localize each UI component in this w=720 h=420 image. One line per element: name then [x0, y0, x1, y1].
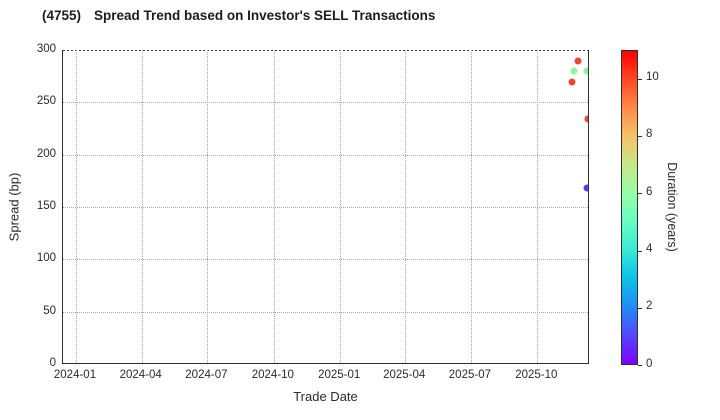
colorbar-tick-label: 8: [646, 128, 653, 141]
y-grid-line: [63, 311, 588, 313]
y-grid-line: [63, 207, 588, 208]
y-grid-line: [63, 102, 588, 104]
colorbar-tick-label: 6: [646, 185, 653, 198]
plot-area: [62, 50, 589, 364]
colorbar-tick: [638, 365, 642, 366]
x-tick-label: 2024-01: [53, 369, 97, 381]
x-tick-label: 2024-04: [119, 369, 162, 381]
colorbar: [621, 50, 638, 365]
colorbar-label: Duration (years): [665, 162, 679, 252]
y-tick-label: 50: [43, 304, 56, 317]
scatter-point: [568, 78, 576, 86]
chart-title-text: Spread Trend based on Investor's SELL Tr…: [94, 8, 436, 23]
x-grid-line: [207, 50, 209, 363]
colorbar-tick: [638, 135, 642, 137]
scatter-point: [584, 115, 588, 123]
x-grid-line: [340, 50, 342, 363]
chart-title: (4755) Spread Trend based on Investor's S…: [42, 8, 435, 23]
colorbar-tick-label: 10: [646, 71, 659, 84]
y-tick-label: 150: [36, 200, 56, 212]
ticker-code: (4755): [42, 8, 82, 23]
colorbar-tick: [638, 250, 642, 252]
x-tick-label: 2024-07: [185, 369, 228, 381]
y-tick-label: 200: [36, 147, 56, 160]
y-tick-label: 0: [49, 357, 56, 369]
scatter-point: [574, 57, 582, 64]
y-tick-label: 300: [36, 43, 56, 55]
x-grid-line: [537, 50, 539, 363]
x-grid-line: [470, 50, 472, 363]
x-tick-label: 2024-10: [251, 369, 294, 381]
scatter-point: [583, 184, 588, 192]
x-tick-label: 2025-01: [318, 369, 361, 381]
colorbar-tick: [638, 307, 642, 309]
colorbar-tick-label: 4: [646, 243, 653, 255]
colorbar-tick: [638, 193, 642, 195]
x-grid-line: [273, 50, 275, 363]
y-grid-line: [63, 154, 588, 156]
x-tick-label: 2025-04: [383, 369, 426, 381]
plot-top-spine: [63, 50, 588, 51]
y-tick-label: 250: [36, 95, 56, 108]
colorbar-tick-label: 2: [646, 300, 653, 313]
x-grid-line: [141, 50, 143, 363]
x-tick-label: 2025-07: [448, 369, 491, 381]
x-axis-label: Trade Date: [293, 389, 358, 404]
x-grid-line: [405, 50, 407, 363]
x-grid-line: [76, 50, 77, 363]
colorbar-tick-label: 0: [646, 357, 653, 370]
scatter-point: [570, 67, 578, 75]
y-grid-line: [63, 259, 588, 261]
colorbar-tick: [638, 78, 642, 80]
scatter-point: [583, 67, 588, 75]
x-tick-label: 2025-10: [515, 369, 558, 381]
y-tick-label: 100: [36, 252, 56, 265]
